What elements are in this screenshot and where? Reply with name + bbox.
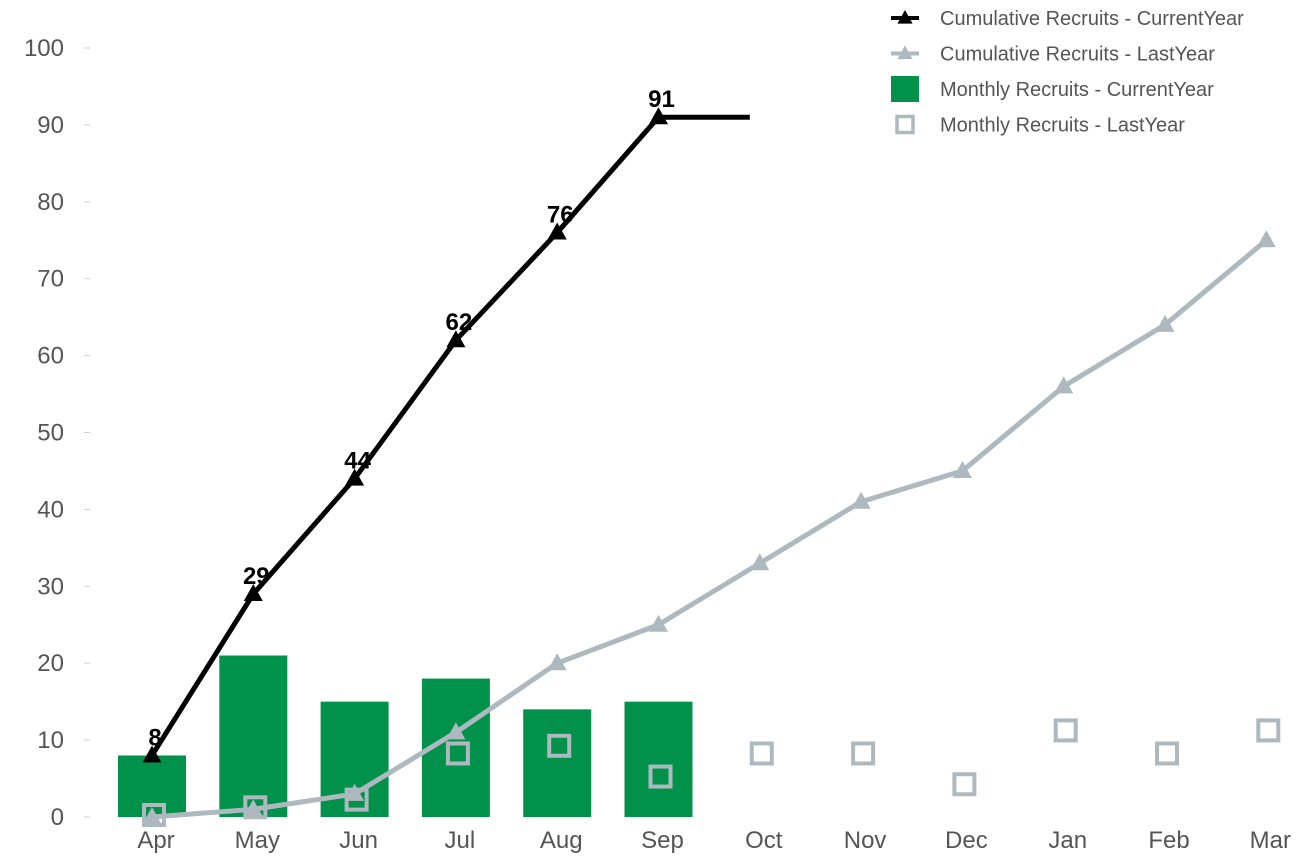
x-tick-label: Aug — [540, 827, 583, 854]
legend: Cumulative Recruits - CurrentYear Cumulat… — [891, 8, 1244, 137]
marker-monthly-last — [547, 733, 572, 758]
y-axis: 0 10 20 30 40 50 60 70 80 90 100 — [24, 35, 90, 831]
legend-label: Cumulative Recruits - CurrentYear — [940, 8, 1244, 30]
legend-item: Cumulative Recruits - LastYear — [891, 44, 1215, 66]
bar-monthly-current — [523, 709, 592, 817]
marker-monthly-last — [648, 764, 673, 789]
y-tick-label: 10 — [37, 727, 64, 754]
y-tick-label: 70 — [37, 266, 64, 293]
legend-square-icon — [895, 114, 915, 135]
legend-item: Cumulative Recruits - CurrentYear — [891, 8, 1244, 30]
marker-monthly-last — [952, 772, 977, 797]
x-tick-label: Dec — [945, 827, 988, 854]
bar-monthly-current — [219, 655, 288, 817]
point-cumulative-last — [649, 614, 668, 632]
marker-monthly-last — [243, 795, 268, 820]
legend-label: Monthly Recruits - CurrentYear — [940, 79, 1214, 101]
monthly-current-bars — [118, 655, 693, 817]
marker-monthly-last — [142, 803, 166, 827]
y-tick-label: 30 — [37, 573, 64, 600]
point-cumulative-last — [243, 799, 263, 817]
monthly-last-markers — [142, 718, 1281, 827]
y-tick-label: 100 — [24, 35, 64, 62]
data-label-cumulative-current: 44 — [344, 448, 371, 475]
y-tick-label: 0 — [51, 804, 64, 831]
marker-monthly-last — [749, 741, 774, 766]
marker-monthly-last — [1256, 718, 1281, 743]
point-cumulative-last — [547, 653, 567, 671]
y-tick-label: 50 — [37, 420, 64, 447]
y-tick-label: 90 — [37, 112, 64, 139]
point-cumulative-last — [1155, 314, 1175, 332]
line-cumulative-last — [151, 238, 1268, 820]
data-labels: 8 29 44 62 76 91 — [148, 86, 675, 751]
x-tick-label: Feb — [1148, 827, 1189, 854]
bar-monthly-current — [624, 701, 693, 817]
marker-monthly-last — [851, 741, 876, 766]
marker-monthly-last — [1155, 741, 1179, 766]
marker-monthly-last — [1053, 718, 1078, 743]
legend-item: Monthly Recruits - CurrentYear — [891, 76, 1214, 102]
point-cumulative-current — [649, 107, 668, 125]
x-tick-label: May — [235, 827, 280, 854]
legend-bar-icon — [891, 76, 919, 102]
y-tick-label: 60 — [37, 343, 64, 370]
y-tick-label: 80 — [37, 189, 64, 216]
x-tick-label: Jan — [1048, 827, 1087, 854]
x-tick-label: Oct — [745, 827, 783, 854]
data-label-cumulative-current: 62 — [446, 309, 473, 336]
legend-triangle-icon — [897, 10, 913, 24]
x-tick-label: Nov — [844, 827, 887, 854]
legend-label: Cumulative Recruits - LastYear — [940, 44, 1215, 66]
x-tick-label: Apr — [137, 827, 174, 854]
legend-label: Monthly Recruits - LastYear — [940, 115, 1185, 137]
point-cumulative-last — [345, 783, 365, 801]
point-cumulative-last — [142, 807, 162, 824]
x-tick-label: Jun — [339, 827, 378, 854]
y-tick-label: 40 — [37, 496, 64, 523]
y-tick-label: 20 — [37, 650, 64, 677]
data-label-cumulative-current: 76 — [547, 202, 574, 229]
data-label-cumulative-current: 91 — [648, 86, 675, 113]
x-tick-label: Sep — [641, 827, 684, 854]
x-tick-label: Jul — [445, 827, 476, 854]
point-cumulative-current — [345, 468, 365, 486]
point-cumulative-last — [952, 460, 972, 478]
x-tick-label: Mar — [1250, 827, 1291, 854]
data-label-cumulative-current: 29 — [243, 563, 270, 590]
x-axis: Apr May Jun Jul Aug Sep Oct Nov Dec Jan Feb Mar — [137, 827, 1291, 854]
point-cumulative-current — [547, 222, 567, 240]
legend-triangle-icon — [897, 45, 913, 60]
point-cumulative-current — [142, 745, 162, 763]
point-cumulative-last — [446, 722, 466, 740]
data-label-cumulative-current: 8 — [148, 724, 161, 751]
point-cumulative-current — [446, 330, 466, 348]
cumulative-current-series — [142, 107, 750, 763]
point-cumulative-current — [243, 583, 263, 601]
point-cumulative-last — [1054, 376, 1074, 394]
legend-item: Monthly Recruits - LastYear — [895, 114, 1185, 137]
point-cumulative-last — [1256, 230, 1276, 248]
cumulative-last-series — [142, 230, 1276, 824]
point-cumulative-last — [750, 553, 770, 571]
marker-monthly-last — [445, 741, 470, 766]
marker-monthly-last — [344, 787, 369, 812]
point-cumulative-last — [851, 491, 871, 509]
